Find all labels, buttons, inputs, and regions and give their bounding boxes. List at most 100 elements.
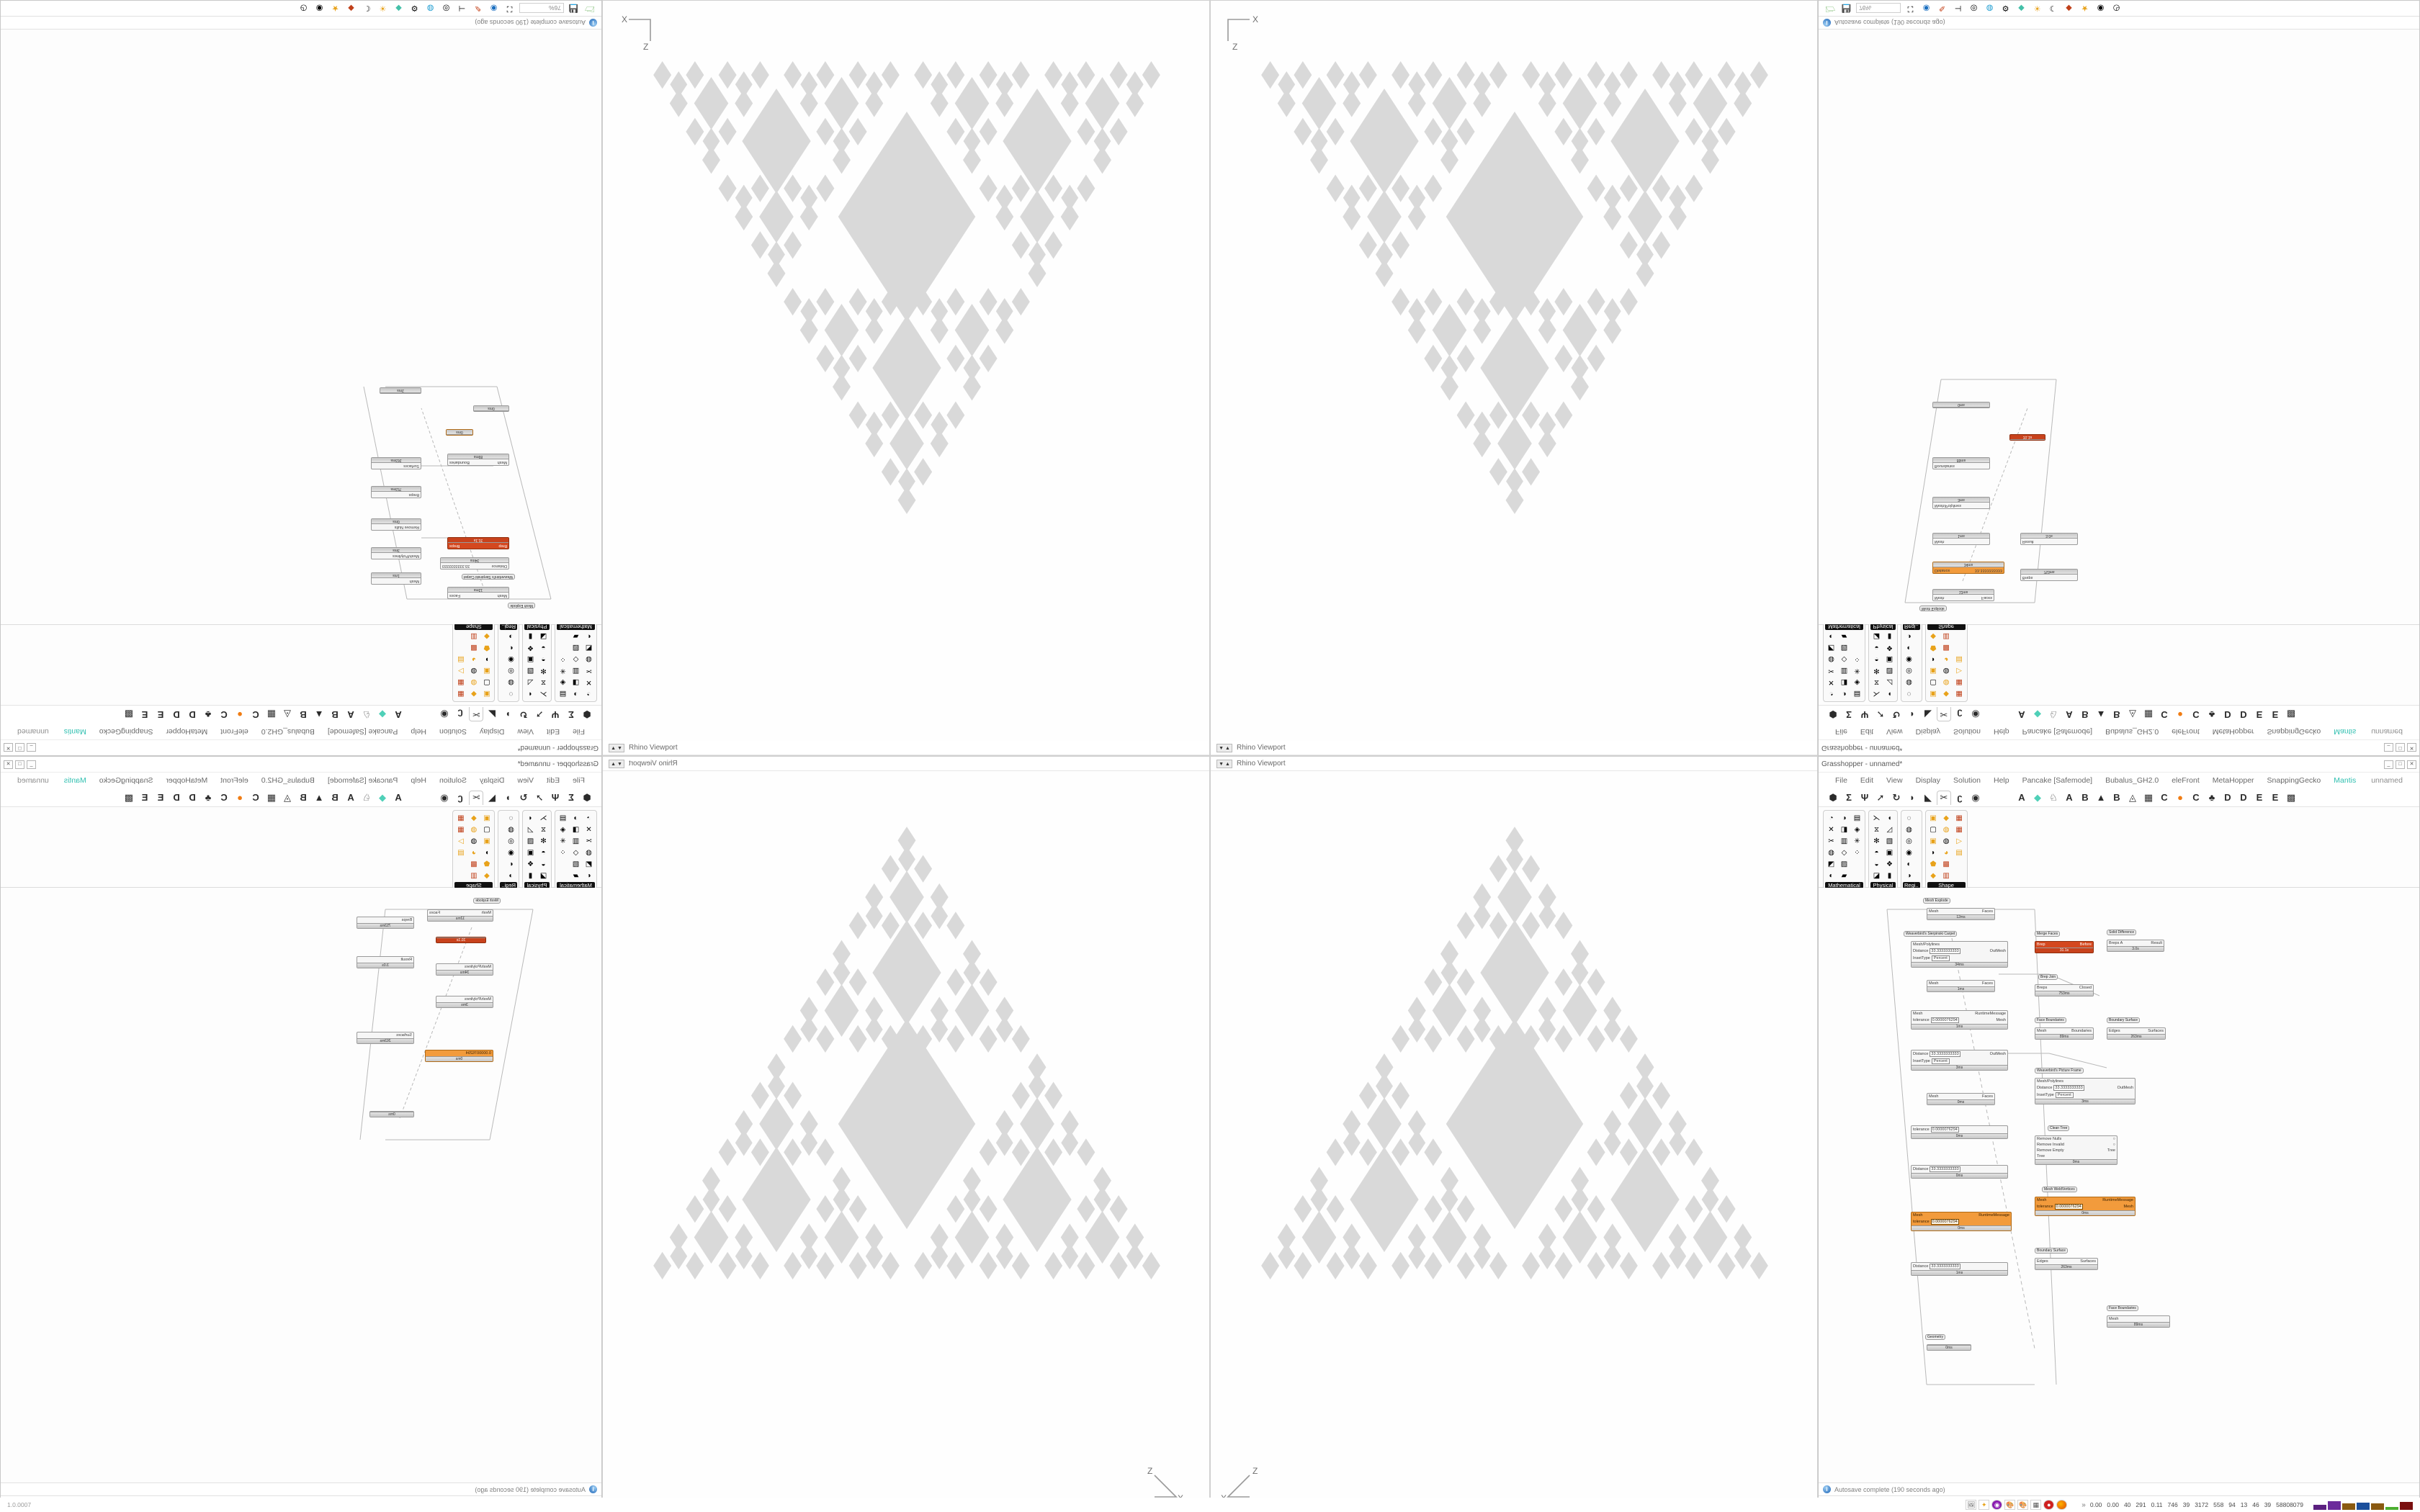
menu-display[interactable]: Display xyxy=(479,727,505,736)
gh-component[interactable]: Remove Nulls 0ms xyxy=(371,518,421,531)
icon-cell[interactable]: ◒ xyxy=(1874,860,1879,868)
gem-icon[interactable]: ◆ xyxy=(379,709,386,721)
menu-mantis[interactable]: Mantis xyxy=(2334,776,2357,785)
icon-cell[interactable]: ◔ xyxy=(1829,690,1834,698)
paint-icon[interactable]: ▲ xyxy=(314,792,324,803)
icon-cell[interactable]: ▣ xyxy=(483,690,490,698)
gh-component[interactable]: Boundaries 89ms xyxy=(1932,457,1990,469)
param-value[interactable]: 0.0000076294 xyxy=(465,1051,491,1056)
icon-cell[interactable]: ◿ xyxy=(1886,826,1893,834)
moon-icon[interactable]: ☾ xyxy=(2049,4,2057,12)
gh-component[interactable]: Mesh Faces 12ms xyxy=(447,587,509,599)
icon-cell[interactable]: ◐ xyxy=(1906,644,1912,652)
icon-cell[interactable]: ▦ xyxy=(457,678,465,686)
B-icon[interactable]: B xyxy=(2081,792,2089,803)
A2-icon[interactable]: A xyxy=(2066,709,2073,720)
icon-cell[interactable]: ◓ xyxy=(541,849,546,857)
icon-cell[interactable]: ◍ xyxy=(470,826,478,834)
icon-cell[interactable]: ◿ xyxy=(527,826,534,834)
scissors-icon[interactable]: ✂ xyxy=(469,707,483,722)
grid-icon[interactable]: ▦ xyxy=(266,791,277,803)
gh-component[interactable]: Mesh 1ms xyxy=(1932,533,1990,545)
menu-pancake[interactable]: Pancake [Safemode] xyxy=(327,776,398,785)
icon-cell[interactable]: ◑ xyxy=(573,814,578,822)
icon-cell[interactable]: ◌ xyxy=(508,814,514,822)
icon-cell[interactable]: ◨ xyxy=(1840,678,1848,686)
eye-icon[interactable]: ◉ xyxy=(440,709,449,721)
icon-cell[interactable]: ▦ xyxy=(1955,814,1963,822)
hook-icon[interactable]: ʗ xyxy=(1957,709,1963,720)
icon-cell[interactable]: ⁘ xyxy=(1854,849,1860,857)
menu-pancake[interactable]: Pancake [Safemode] xyxy=(2022,727,2093,736)
zoom-level-input[interactable]: 76% xyxy=(1856,3,1901,14)
viewport-tab-label[interactable]: Rhino Viewport xyxy=(1237,744,1286,752)
icon-cell[interactable]: ◌ xyxy=(1906,814,1912,822)
icon-cell[interactable]: ▷ xyxy=(458,667,464,675)
gh-definition-canvas[interactable]: Mesh Explode Mesh Faces 12ms Weaverbird'… xyxy=(1819,888,2419,1482)
palette-icon[interactable]: 🎨 xyxy=(2017,1500,2029,1510)
icon-cell[interactable]: ◕ xyxy=(1944,849,1949,857)
icon-cell[interactable]: ◩ xyxy=(585,860,593,868)
D2-icon[interactable]: D xyxy=(173,709,180,720)
icon-cell[interactable]: ⋋ xyxy=(539,690,547,698)
A2-icon[interactable]: A xyxy=(347,709,354,720)
icon-cell[interactable]: ▢ xyxy=(1930,678,1937,686)
menu-bubalus[interactable]: Bubalus_GH2.0 xyxy=(2105,776,2159,785)
gh-component-picture-frame[interactable]: Distance 33.3333333333 1ms xyxy=(1911,1262,2008,1276)
icon-cell[interactable]: ◕ xyxy=(1944,655,1949,663)
E-icon[interactable]: E xyxy=(157,709,164,720)
component-caption[interactable]: Mesh Explode xyxy=(1919,606,1947,611)
icon-cell[interactable]: ✕ xyxy=(1828,678,1834,686)
clock-icon[interactable]: ◷ xyxy=(2112,4,2120,12)
menu-file[interactable]: File xyxy=(1835,727,1847,736)
icon-cell[interactable]: ◆ xyxy=(484,632,490,640)
menu-mantis[interactable]: Mantis xyxy=(63,776,86,785)
hook-icon[interactable]: ʗ xyxy=(457,792,463,803)
icon-cell[interactable]: ✳ xyxy=(560,837,566,845)
gh-component-sierpinski-carpet[interactable]: Distance 33.3333333333 0ms xyxy=(1911,1165,2008,1179)
icon-cell[interactable]: ▨ xyxy=(572,644,580,652)
gh-component[interactable]: 2ms xyxy=(380,387,421,394)
orange-circle-icon[interactable]: ● xyxy=(2177,709,2183,720)
component-caption[interactable]: Clean Tree xyxy=(2048,1125,2070,1131)
D-icon[interactable]: D xyxy=(2224,792,2231,803)
icon-cell[interactable]: ◆ xyxy=(471,690,477,698)
hexagon-icon[interactable]: ⬢ xyxy=(1829,791,1837,803)
viewport-canvas[interactable]: X Z xyxy=(1211,1,1817,741)
spiral-icon[interactable]: ↻ xyxy=(519,791,528,803)
gh-component-mesh-explode[interactable]: Mesh Faces 0ms xyxy=(1927,1093,1995,1105)
icon-cell[interactable]: ▧ xyxy=(1886,667,1894,675)
icon-cell[interactable] xyxy=(454,631,467,642)
firefox-icon[interactable] xyxy=(2056,1500,2068,1510)
menu-help[interactable]: Help xyxy=(1993,727,2009,736)
fit-to-view-icon[interactable]: ⛶ xyxy=(506,4,513,13)
icon-cell[interactable]: ✳ xyxy=(560,667,566,675)
close-button[interactable]: ✕ xyxy=(2407,743,2416,752)
icon-cell[interactable]: ▣ xyxy=(483,814,490,822)
icon-cell[interactable]: ▧ xyxy=(526,837,534,845)
gear-icon[interactable]: ⚙ xyxy=(411,4,418,12)
maximize-button[interactable]: □ xyxy=(2396,760,2405,769)
paintbrush-icon[interactable]: ✎ xyxy=(1938,4,1946,12)
icon-cell[interactable]: ⬟ xyxy=(483,860,490,868)
gh-component[interactable]: Distance 33.3333333333 34ms xyxy=(440,557,509,570)
C-icon[interactable]: C xyxy=(2161,709,2168,720)
icon-cell[interactable]: ◑ xyxy=(1906,872,1912,880)
folder-open-icon[interactable]: 🗁 xyxy=(1825,4,1836,13)
menu-solution[interactable]: Solution xyxy=(1953,727,1981,736)
icon-cell[interactable]: ◆ xyxy=(1943,814,1949,822)
icon-cell[interactable]: ◗ xyxy=(484,655,489,663)
D2-icon[interactable]: D xyxy=(2240,792,2247,803)
icon-cell[interactable]: ❖ xyxy=(1886,644,1893,652)
palette-icon[interactable]: 🎨 xyxy=(2004,1500,2016,1510)
bird-icon[interactable]: ◬ xyxy=(2129,709,2136,721)
gh-component[interactable]: Surfaces 263ms xyxy=(357,1032,414,1044)
icon-cell[interactable]: ▣ xyxy=(483,837,490,845)
icon-cell[interactable]: ◍ xyxy=(586,655,592,663)
close-button[interactable]: ✕ xyxy=(2407,760,2416,769)
param-value[interactable]: 0.0000076294 xyxy=(1930,1127,1959,1133)
gh-component[interactable]: Breps 753ms xyxy=(371,486,421,498)
icon-cell[interactable]: ▢ xyxy=(483,678,490,686)
moon-icon[interactable]: ☾ xyxy=(363,4,371,12)
viewport-tab-label[interactable]: Rhino Viewport xyxy=(629,744,678,752)
